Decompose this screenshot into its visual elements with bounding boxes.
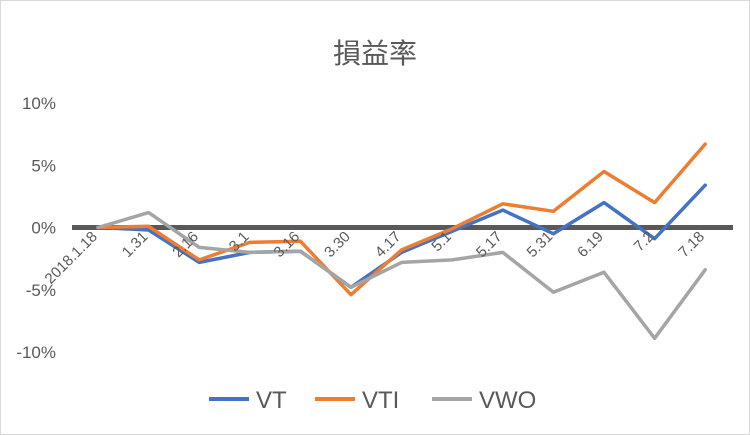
y-tick-label: 5% <box>31 156 56 175</box>
x-tick-label: 6.19 <box>574 228 607 261</box>
series-line-vt <box>96 183 707 290</box>
y-axis-ticks: 10% 5% 0% -5% -10% <box>16 94 56 362</box>
legend-label-vt: VT <box>256 387 287 414</box>
x-tick-label: 3.16 <box>271 228 304 261</box>
y-tick-label: -5% <box>26 281 56 300</box>
x-tick-label: 3.30 <box>321 228 354 261</box>
legend: VT VTI VWO <box>209 387 536 414</box>
legend-label-vti: VTI <box>362 387 399 414</box>
y-tick-label: 0% <box>31 219 56 238</box>
x-tick-label: 7.2 <box>631 228 658 255</box>
y-tick-label: 10% <box>22 94 56 113</box>
x-tick-label: 1.31 <box>119 228 152 261</box>
x-tick-label: 2.16 <box>169 228 202 261</box>
y-tick-label: -10% <box>16 343 56 362</box>
chart-title: 損益率 <box>333 37 417 70</box>
series-lines <box>96 142 707 341</box>
x-tick-label: 7.18 <box>675 228 708 261</box>
x-tick-label: 4.17 <box>372 228 405 261</box>
series-line-vwo <box>96 210 707 341</box>
series-line-vti <box>96 142 707 297</box>
legend-label-vwo: VWO <box>479 387 536 414</box>
